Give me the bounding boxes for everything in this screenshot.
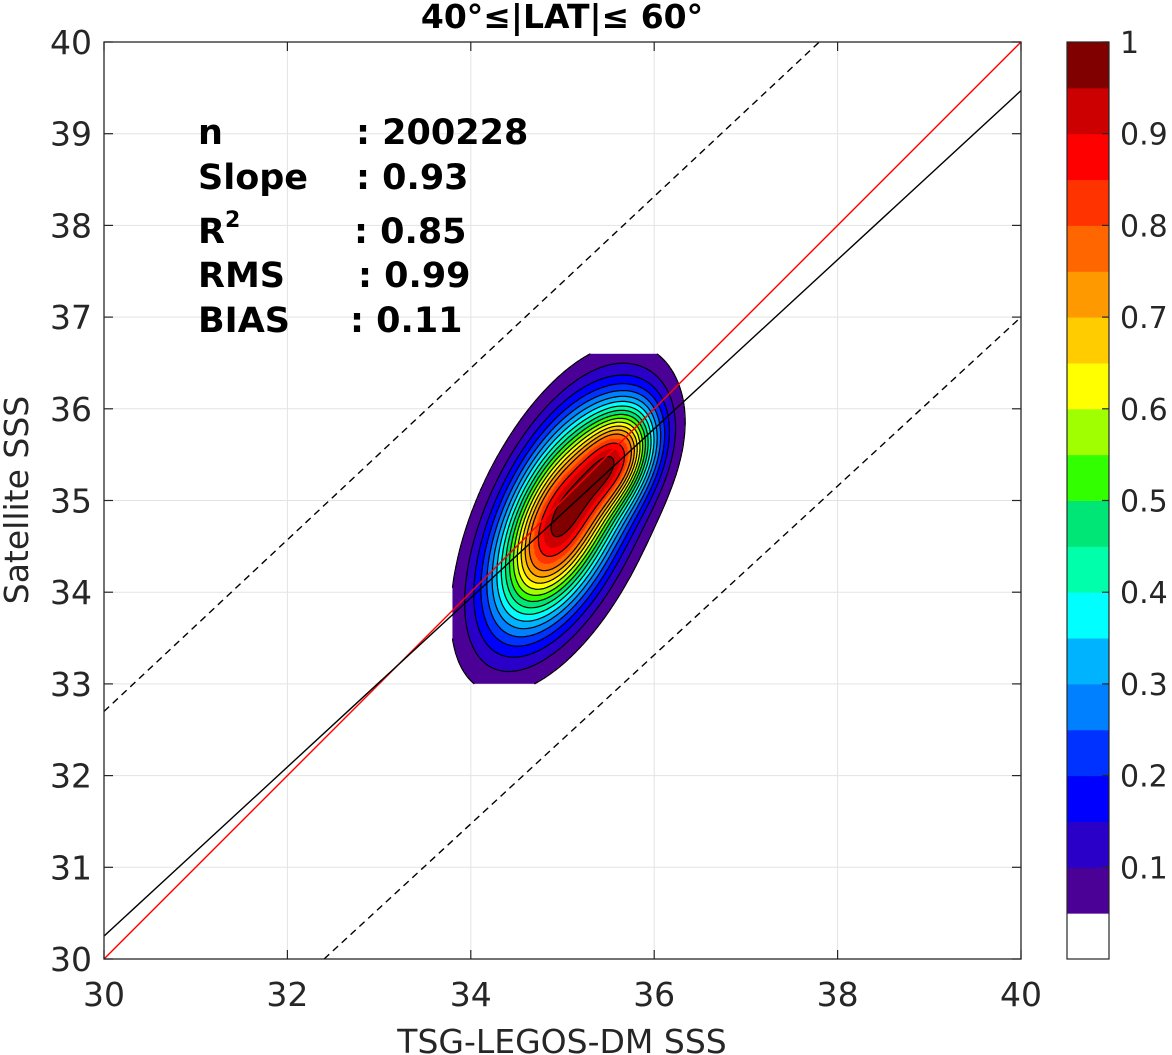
colorbar-band — [1067, 867, 1109, 914]
colorbar-tick-label: 0.5 — [1120, 485, 1168, 520]
y-tick-label: 37 — [50, 298, 92, 337]
contour-line — [500, 405, 652, 615]
colorbar-tick-label: 0.1 — [1120, 851, 1168, 886]
contour-line — [486, 390, 662, 638]
y-tick-label: 40 — [50, 23, 92, 62]
colorbar-tick-label: 0.4 — [1120, 576, 1168, 611]
colorbar-band — [1067, 133, 1109, 181]
contour-line — [491, 395, 658, 630]
regression-line — [104, 90, 1021, 937]
upper-bound-line — [104, 42, 820, 712]
colorbar-band — [1067, 317, 1109, 364]
lower-bound-line — [323, 316, 1021, 959]
one-to-one-line — [104, 42, 1021, 959]
stat-r2-value: : 0.85 — [354, 212, 467, 252]
contour-line — [528, 433, 632, 572]
colorbar-band — [1067, 179, 1109, 226]
colorbar-band — [1067, 362, 1109, 410]
y-tick-label: 38 — [50, 206, 92, 245]
stat-r2-label: R2 — [198, 208, 240, 252]
x-tick-label: 30 — [83, 975, 125, 1014]
y-tick-label: 35 — [50, 482, 92, 521]
y-axis-label: Satellite SSS — [0, 396, 36, 605]
y-tick-label: 30 — [50, 940, 92, 979]
contour-line — [496, 400, 655, 622]
colorbar-band — [1067, 454, 1109, 501]
stat-r2-letter: R — [198, 212, 225, 252]
colorbar-band — [1067, 775, 1109, 822]
colorbar-band — [1067, 821, 1109, 868]
y-tick-label: 32 — [50, 757, 92, 796]
colorbar-band — [1067, 913, 1109, 960]
colorbar-tick-label: 1 — [1120, 26, 1139, 61]
colorbar-band — [1067, 546, 1109, 593]
colorbar-band — [1067, 500, 1109, 547]
contour-line — [473, 374, 670, 658]
colorbar-band — [1067, 638, 1109, 685]
y-tick-label: 36 — [50, 390, 92, 429]
contour-line — [464, 362, 677, 673]
colorbar-band — [1067, 87, 1109, 135]
y-tick-label: 34 — [50, 573, 92, 612]
y-tick-label: 33 — [50, 665, 92, 704]
stat-slope-label: Slope — [198, 158, 308, 198]
colorbar-band — [1067, 729, 1109, 777]
colorbar-band — [1067, 408, 1109, 456]
chart-title: 40°≤|LAT|≤ 60° — [421, 0, 703, 36]
axis-ticks: 30 32 34 36 38 40 30 31 32 33 34 35 36 37 38 39 40 — [50, 23, 1042, 1014]
contour-line — [550, 455, 615, 538]
stat-bias-label: BIAS — [198, 301, 290, 341]
x-axis-label: TSG-LEGOS-DM SSS — [396, 1022, 726, 1055]
colorbar-band — [1067, 42, 1109, 89]
contour-line — [516, 421, 641, 590]
reference-lines — [104, 42, 1021, 959]
colorbar-band — [1067, 225, 1109, 272]
contour-line — [480, 383, 666, 647]
stat-r2-superscript: 2 — [225, 208, 240, 233]
colorbar-tick-label: 0.3 — [1120, 668, 1168, 703]
colorbar-band — [1067, 683, 1109, 731]
x-tick-label: 36 — [633, 975, 675, 1014]
contour-line — [451, 353, 686, 685]
stat-rms-label: RMS — [198, 256, 285, 296]
stat-n-label: n — [198, 113, 223, 153]
colorbar-tick-label: 0.8 — [1120, 209, 1168, 244]
stat-slope-value: : 0.93 — [356, 158, 469, 198]
contour-line — [512, 417, 644, 596]
x-tick-label: 40 — [1000, 975, 1042, 1014]
colorbar-tick-label: 0.7 — [1120, 301, 1168, 336]
density-contours — [451, 353, 728, 685]
stat-rms-value: : 0.99 — [358, 256, 471, 296]
contour-line — [508, 413, 646, 603]
colorbar-band — [1067, 592, 1109, 639]
colorbar-tick-label: 0.9 — [1120, 118, 1168, 153]
colorbar-tick-label: 0.2 — [1120, 760, 1168, 795]
x-tick-label: 34 — [450, 975, 492, 1014]
colorbar-band — [1067, 271, 1109, 318]
contour-line — [520, 425, 638, 584]
contour-line — [537, 442, 626, 557]
y-tick-label: 39 — [50, 115, 92, 154]
colorbar-tick-label: 0.6 — [1120, 393, 1168, 428]
x-tick-label: 32 — [266, 975, 308, 1014]
stats-block: n : 200228 Slope : 0.93 R2 : 0.85 RMS : … — [198, 113, 528, 341]
x-tick-label: 38 — [817, 975, 859, 1014]
stat-n-value: : 200228 — [356, 113, 528, 153]
colorbar: 0.1 0.2 0.3 0.4 0.5 0.6 0.7 0.8 0.9 1 — [1066, 26, 1168, 960]
y-tick-label: 31 — [50, 848, 92, 887]
stat-bias-value: : 0.11 — [350, 301, 463, 341]
